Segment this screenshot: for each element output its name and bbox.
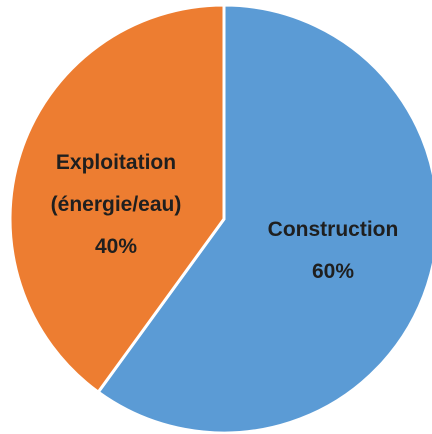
slice-percent-exploitation: 40% [95,235,137,258]
pie-slices [8,3,432,434]
slice-percent-construction: 60% [312,260,354,283]
slice-label-exploitation-line-2: (énergie/eau) [51,193,182,216]
slice-label-exploitation: Exploitation [56,151,176,174]
construction-label-line: Construction [268,218,399,241]
exploitation-label-line-1: Exploitation [56,151,176,174]
slice-label-construction: Construction [268,218,399,241]
pie-slice-exploitation [8,3,226,395]
pie-slice-construction [96,3,432,434]
